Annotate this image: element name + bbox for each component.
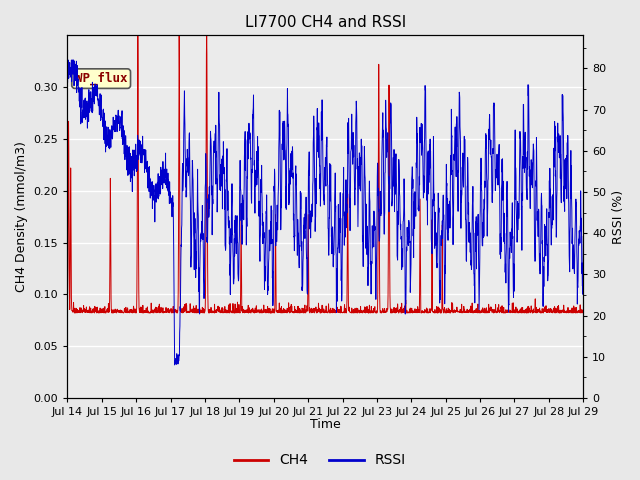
Y-axis label: RSSI (%): RSSI (%) [612, 190, 625, 244]
Y-axis label: CH4 Density (mmol/m3): CH4 Density (mmol/m3) [15, 141, 28, 292]
Title: LI7700 CH4 and RSSI: LI7700 CH4 and RSSI [244, 15, 406, 30]
X-axis label: Time: Time [310, 419, 340, 432]
Text: WP_flux: WP_flux [75, 72, 127, 85]
Legend: CH4, RSSI: CH4, RSSI [228, 448, 412, 473]
